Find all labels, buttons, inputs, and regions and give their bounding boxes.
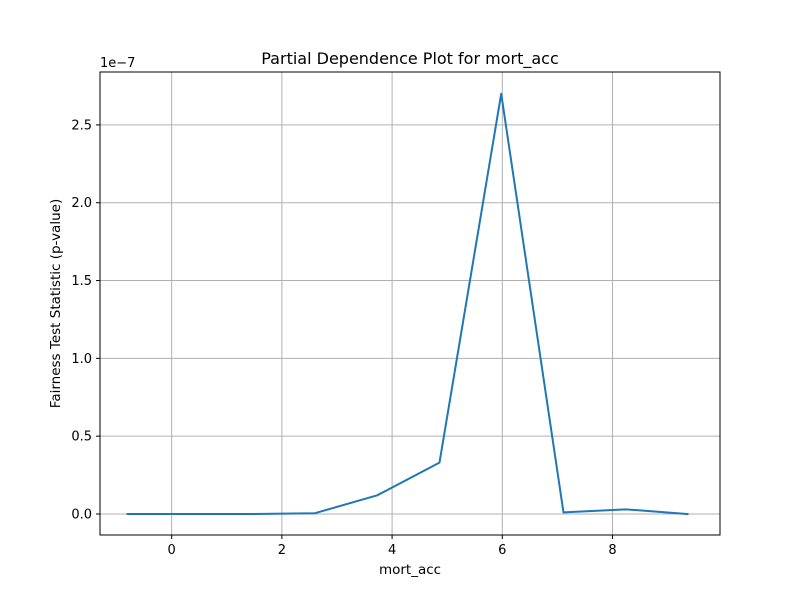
grid-lines xyxy=(100,72,720,535)
series-line xyxy=(126,92,689,516)
y-axis-ticks: 0.0 0.5 1.0 1.5 2.0 2.5 xyxy=(71,118,100,522)
series-layer xyxy=(126,92,689,516)
y-tick-label: 1.5 xyxy=(71,274,92,289)
data-point xyxy=(127,513,129,515)
x-tick-label: 2 xyxy=(278,543,286,558)
x-tick-label: 4 xyxy=(388,543,396,558)
plot-area-frame xyxy=(99,71,721,536)
y-tick-label: 0.5 xyxy=(71,430,92,445)
x-axis-label: mort_acc xyxy=(379,562,441,578)
y-offset-label: 1e−7 xyxy=(100,56,135,71)
y-tick-label: 0.0 xyxy=(71,507,92,522)
x-axis-ticks: 0 2 4 6 8 xyxy=(168,535,617,558)
data-point xyxy=(252,513,254,515)
x-tick-label: 0 xyxy=(168,543,176,558)
data-point xyxy=(625,508,627,510)
x-tick-label: 6 xyxy=(498,543,506,558)
x-tick-label: 8 xyxy=(608,543,616,558)
chart-title: Partial Dependence Plot for mort_acc xyxy=(261,49,559,69)
data-point xyxy=(500,93,502,95)
y-tick-label: 1.0 xyxy=(71,352,92,367)
y-tick-label: 2.0 xyxy=(71,196,92,211)
y-tick-label: 2.5 xyxy=(71,118,92,133)
y-axis-label: Fairness Test Statistic (p-value) xyxy=(48,199,64,408)
data-point xyxy=(438,462,440,464)
data-point xyxy=(686,513,688,515)
data-point xyxy=(189,513,191,515)
data-point xyxy=(376,494,378,496)
data-point xyxy=(314,512,316,514)
data-point xyxy=(562,511,564,513)
